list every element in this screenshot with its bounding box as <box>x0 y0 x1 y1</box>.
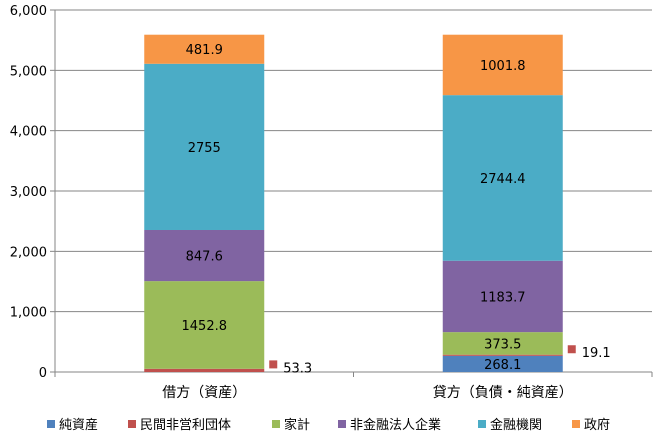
label-marker-1-1 <box>567 345 576 354</box>
data-label-1-5: 1001.8 <box>480 59 526 74</box>
data-label-0-4: 2755 <box>188 141 221 156</box>
bar-segment-1-5 <box>442 34 563 96</box>
y-tick-label-4: 4,000 <box>10 125 47 140</box>
legend-label-5: 政府 <box>584 418 610 433</box>
bar-segment-0-1 <box>144 368 265 372</box>
x-category-label-1: 貸方（負債・純資産） <box>433 385 573 401</box>
y-tick-label-5: 5,000 <box>10 64 47 79</box>
y-tick-label-1: 1,000 <box>10 306 47 321</box>
legend-label-4: 金融機関 <box>490 417 542 433</box>
legend-swatch-1 <box>128 420 136 428</box>
data-labels: 53.3 1452.8 847.6 2755 481.9 268.1 19.1 373.5 11… <box>182 43 611 376</box>
data-label-1-3: 1183.7 <box>480 290 526 305</box>
bar-segment-1-4 <box>442 95 563 261</box>
legend-swatch-4 <box>478 420 486 428</box>
data-label-0-5: 481.9 <box>186 43 223 58</box>
data-label-1-2: 373.5 <box>484 337 521 352</box>
legend-label-2: 家計 <box>284 417 310 433</box>
legend-swatch-5 <box>572 420 580 428</box>
bar-segment-1-3 <box>442 260 563 333</box>
x-category-labels: 借方（資産） 貸方（負債・純資産） <box>162 385 573 401</box>
y-tick-labels: 0 1,000 2,000 3,000 4,000 5,000 6,000 <box>10 4 47 381</box>
bars <box>144 34 563 372</box>
y-tick-label-6: 6,000 <box>10 4 47 19</box>
y-tick-label-0: 0 <box>39 366 47 381</box>
bar-segment-1-1 <box>442 354 563 356</box>
legend-label-3: 非金融法人企業 <box>350 417 441 433</box>
legend: 純資産 民間非営利団体 家計 非金融法人企業 金融機関 政府 <box>47 417 610 433</box>
y-tick-label-3: 3,000 <box>10 185 47 200</box>
bar-segment-1-0 <box>442 355 563 372</box>
label-marker-0-1 <box>269 360 278 369</box>
legend-label-0: 純資産 <box>59 417 98 433</box>
data-label-0-3: 847.6 <box>186 250 223 265</box>
data-label-0-1: 53.3 <box>283 361 312 376</box>
legend-swatch-2 <box>272 420 280 428</box>
legend-swatch-0 <box>47 420 55 428</box>
bar-segment-0-2 <box>144 281 265 369</box>
data-label-1-0: 268.1 <box>484 358 521 373</box>
data-label-0-2: 1452.8 <box>182 319 228 334</box>
bar-segment-1-2 <box>442 332 563 355</box>
bar-segment-0-5 <box>144 34 265 64</box>
legend-label-1: 民間非営利団体 <box>140 418 231 433</box>
legend-swatch-3 <box>338 420 346 428</box>
bar-segment-0-4 <box>144 63 265 230</box>
x-category-label-0: 借方（資産） <box>162 385 246 401</box>
data-label-1-4: 2744.4 <box>480 172 526 187</box>
data-label-1-1: 19.1 <box>582 346 611 361</box>
bar-segment-0-3 <box>144 229 265 282</box>
y-tick-label-2: 2,000 <box>10 245 47 260</box>
